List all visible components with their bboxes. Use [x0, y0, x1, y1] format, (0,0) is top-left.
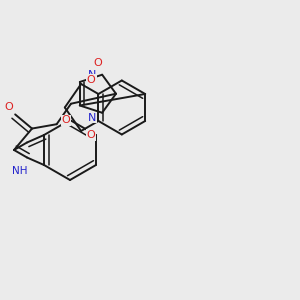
Text: O: O: [5, 102, 14, 112]
Text: N: N: [88, 113, 96, 123]
Text: O: O: [61, 115, 70, 125]
Text: O: O: [87, 130, 95, 140]
Text: O: O: [87, 75, 95, 85]
Text: O: O: [94, 58, 103, 68]
Text: NH: NH: [12, 167, 28, 176]
Text: N: N: [88, 70, 96, 80]
